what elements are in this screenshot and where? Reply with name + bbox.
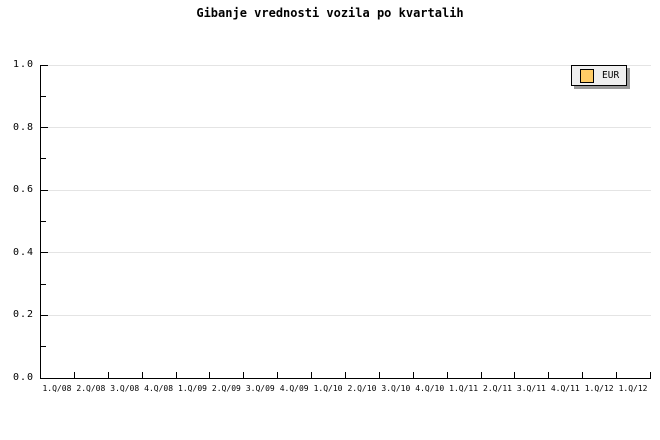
y-minor-tick [41,95,46,97]
x-axis-label-row: 1.Q/08 2.Q/08 3.Q/08 4.Q/08 1.Q/09 2.Q/09 3.Q/… [40,384,650,398]
x-tick-label: 1.Q/10 [313,384,343,393]
y-major-tick [41,189,48,191]
x-tick-label: 3.Q/11 [516,384,546,393]
x-tick [107,372,109,378]
x-tick-label: 4.Q/10 [415,384,445,393]
x-tick [514,372,516,378]
y-minor-tick [41,346,46,348]
x-tick-label: 4.Q/11 [550,384,580,393]
x-tick-label: 2.Q/09 [211,384,241,393]
x-tick-label: 3.Q/10 [381,384,411,393]
gridline [41,314,651,316]
x-tick [345,372,346,378]
y-minor-tick [41,221,46,222]
x-tick-label: 4.Q/09 [279,384,309,393]
gridline [41,127,651,129]
x-tick [412,372,414,378]
x-tick-label: 1.Q/09 [178,384,207,393]
y-tick-label: 0.0 [12,372,34,383]
y-major-tick [41,252,48,254]
x-tick-label: 4.Q/08 [144,384,174,393]
legend: EUR [571,65,627,86]
y-tick-label: 0.6 [12,184,34,196]
x-tick [243,372,245,378]
y-major-tick [41,377,48,379]
x-tick-label: 1.Q/12 [618,384,648,393]
y-minor-tick [41,158,46,160]
y-tick-label: 1.0 [12,59,34,70]
x-tick-label: 1.Q/11 [449,384,479,393]
x-tick [311,372,313,378]
x-tick [582,372,584,378]
y-major-tick [41,64,48,66]
y-tick-label: 0.4 [12,246,34,258]
plot-area: 0.0 0.2 0.4 0.6 0.8 1.0 [13,59,651,383]
y-tick-label: 0.8 [12,121,34,133]
chart-title: Gibanje vrednosti vozila po kvartalih [196,6,464,20]
x-tick [73,372,75,378]
gridline [41,64,651,66]
x-tick-label: 3.Q/09 [245,384,275,393]
legend-swatch-icon [580,68,594,83]
y-major-tick [41,127,48,129]
x-tick [277,372,279,378]
x-tick [446,372,448,378]
x-tick [378,372,380,378]
x-tick [616,372,618,378]
x-tick [209,372,211,378]
x-tick-label: 2.Q/11 [483,384,512,393]
gridline [41,189,651,191]
y-minor-tick [41,283,46,285]
y-major-tick [41,314,48,316]
x-tick-label: 2.Q/10 [347,384,377,393]
x-tick [175,372,177,378]
x-tick [650,372,651,378]
x-tick [141,372,143,378]
x-tick [480,372,482,378]
legend-series-label: EUR [602,69,620,81]
x-tick [548,372,550,378]
x-tick-label: 1.Q/08 [42,384,72,393]
x-tick-label: 3.Q/08 [110,384,140,393]
x-tick-label: 1.Q/12 [584,384,614,393]
y-tick-label: 0.2 [12,309,34,321]
x-tick-label: 2.Q/08 [76,384,106,393]
gridline [41,252,651,254]
